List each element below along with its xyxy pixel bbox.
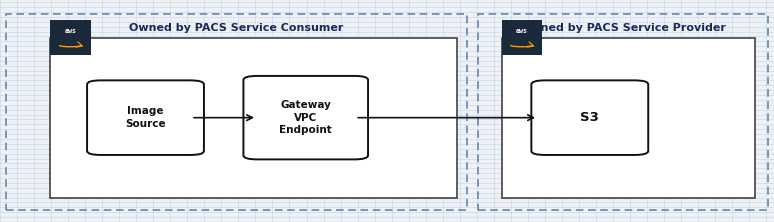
Text: aws: aws [515, 28, 528, 34]
Bar [6, 14, 467, 210]
FancyBboxPatch shape [50, 20, 91, 56]
FancyBboxPatch shape [243, 76, 368, 159]
FancyBboxPatch shape [87, 80, 204, 155]
Bar [478, 14, 768, 210]
Text: S3: S3 [580, 111, 599, 124]
Bar [502, 38, 755, 198]
Text: Owned by PACS Service Provider: Owned by PACS Service Provider [521, 23, 725, 33]
Text: aws: aws [64, 28, 77, 34]
Text: Gateway
VPC
Endpoint: Gateway VPC Endpoint [279, 100, 332, 135]
FancyBboxPatch shape [531, 80, 649, 155]
Text: Owned by PACS Service Consumer: Owned by PACS Service Consumer [129, 23, 344, 33]
FancyBboxPatch shape [502, 20, 542, 56]
Text: Image
Source: Image Source [125, 106, 166, 129]
Bar [50, 38, 457, 198]
